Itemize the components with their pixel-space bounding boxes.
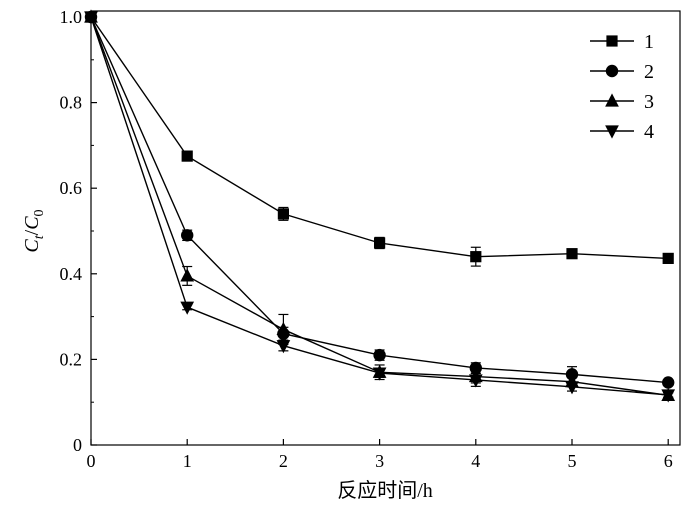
legend-marker — [605, 125, 619, 139]
plot-frame — [90, 10, 681, 446]
series-4 — [84, 11, 676, 403]
data-point — [277, 208, 290, 220]
data-point — [372, 367, 387, 381]
data-point — [565, 381, 579, 395]
legend-marker — [605, 64, 619, 78]
legend-marker — [605, 93, 619, 107]
data-point — [373, 348, 386, 362]
data-point — [276, 340, 291, 354]
y-tick-label: 0.4 — [60, 264, 83, 284]
data-point — [662, 252, 674, 264]
series-line — [90, 16, 669, 384]
x-axis-title: 反应时间/h — [337, 479, 433, 502]
legend-marker — [606, 35, 618, 47]
series-line — [90, 16, 669, 260]
x-tick-label: 2 — [279, 451, 288, 471]
y-axis-title: Ct/C0 — [21, 209, 47, 252]
data-point — [84, 11, 98, 25]
legend-label: 3 — [644, 91, 654, 113]
x-tick-label: 3 — [375, 451, 384, 471]
data-point — [180, 268, 195, 282]
data-point — [276, 321, 291, 336]
data-point — [373, 237, 386, 249]
y-tick-label: 0.8 — [60, 93, 83, 113]
y-tick-label: 0.6 — [60, 178, 83, 198]
x-tick-label: 4 — [471, 451, 480, 471]
x-tick-label: 1 — [183, 451, 192, 471]
x-tick-label: 5 — [568, 451, 577, 471]
legend-label: 4 — [644, 121, 654, 143]
series-2 — [84, 10, 675, 389]
data-point — [180, 301, 195, 315]
y-tick-label: 1.0 — [60, 7, 83, 27]
legend-label: 2 — [644, 61, 654, 83]
data-point — [662, 376, 675, 389]
y-tick-label: 0.2 — [60, 349, 83, 369]
data-point — [181, 150, 193, 162]
series-line — [90, 16, 669, 397]
legend: 1 2 3 4 — [590, 31, 654, 143]
x-tick-label: 6 — [664, 451, 673, 471]
series-line — [90, 16, 669, 396]
legend-label: 1 — [644, 31, 654, 53]
data-point — [468, 374, 483, 388]
series-1 — [85, 11, 674, 267]
data-point — [661, 389, 676, 403]
data-point — [470, 251, 482, 263]
data-point — [180, 229, 194, 242]
series-3 — [84, 9, 676, 401]
data-point — [566, 248, 578, 260]
y-tick-label: 0 — [73, 435, 82, 455]
x-tick-label: 0 — [87, 451, 96, 471]
